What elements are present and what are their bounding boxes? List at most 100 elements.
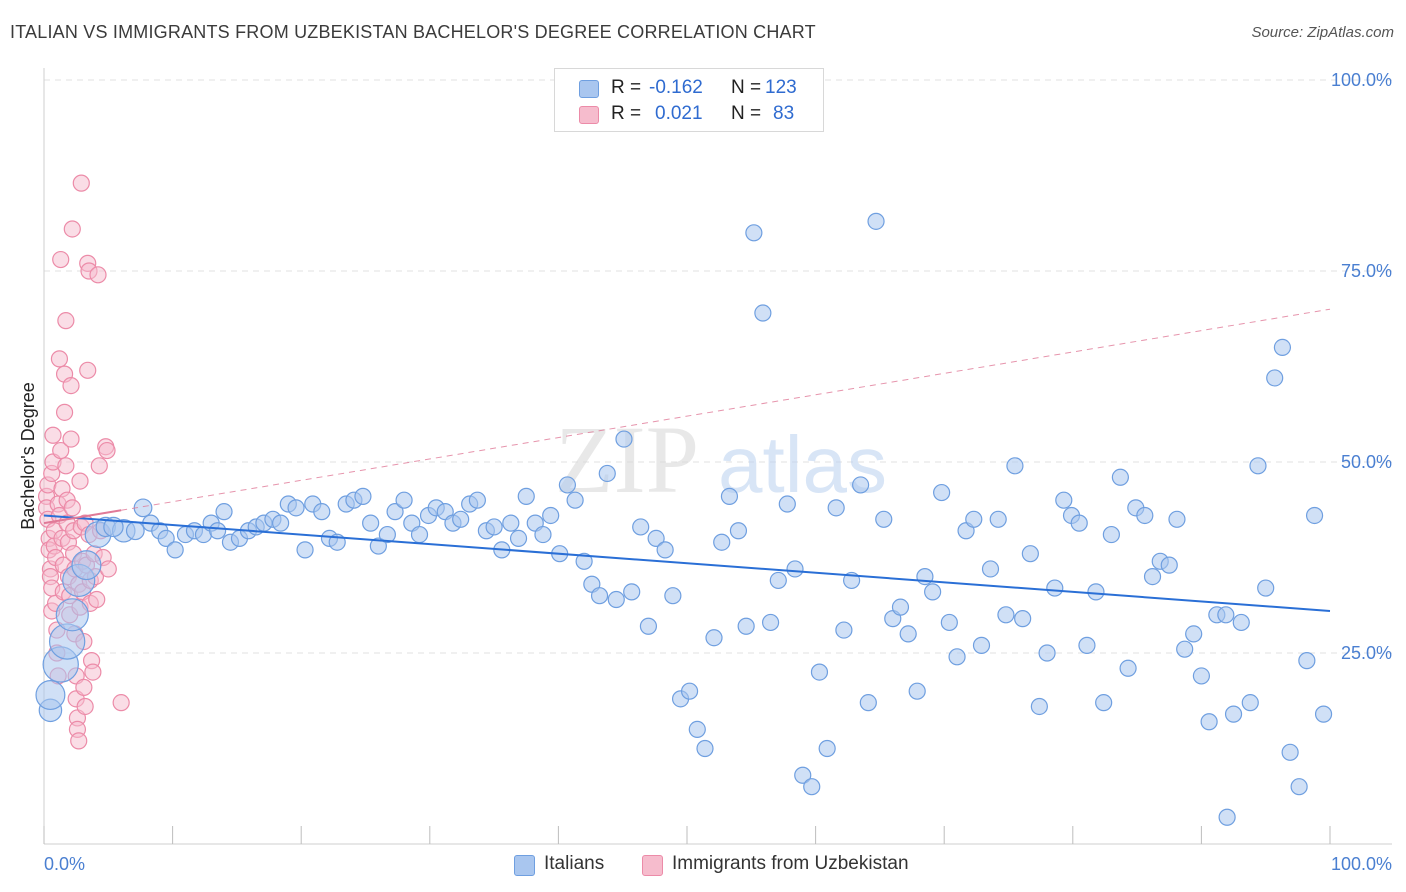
italians-point <box>354 487 372 505</box>
italians-point <box>272 514 290 532</box>
italians-point <box>534 525 552 544</box>
italians-point <box>989 510 1007 528</box>
italians-point <box>1095 694 1113 712</box>
y-tick-labels: 25.0% 50.0% 75.0% 100.0% <box>1331 70 1392 663</box>
italians-point <box>1119 659 1137 677</box>
italians-point <box>509 529 528 548</box>
italians-point <box>933 483 951 502</box>
italians-point <box>1046 579 1064 597</box>
uzbekistan-point <box>62 430 80 448</box>
italians-point <box>810 663 829 681</box>
italians-point <box>940 613 958 632</box>
uzbekistan-trend-line-solid <box>43 509 122 525</box>
italians-point <box>1078 636 1096 654</box>
italians-point <box>680 682 699 700</box>
italians-point <box>590 587 609 605</box>
italians-point <box>1217 606 1235 624</box>
italians-point <box>1298 652 1316 670</box>
chart-title: ITALIAN VS IMMIGRANTS FROM UZBEKISTAN BA… <box>10 22 816 42</box>
y-tick-label: 75.0% <box>1341 261 1392 281</box>
italians-point <box>386 503 404 521</box>
uzbekistan-point <box>62 377 80 395</box>
legend-n-value: 83 <box>773 103 795 124</box>
italians-point <box>1281 743 1299 761</box>
uzbekistan-point <box>55 403 74 421</box>
italians-point <box>1290 778 1308 796</box>
italians-point <box>981 560 1000 578</box>
italians-point <box>1055 491 1073 509</box>
uzbekistan-point <box>84 663 102 681</box>
uzbekistan-point <box>98 441 116 460</box>
italians-point <box>803 778 821 796</box>
uzbekistan-point <box>99 560 117 578</box>
legend-swatch-blue <box>514 855 535 876</box>
italians-point <box>566 491 584 509</box>
italians-point <box>215 503 233 521</box>
uzbekistan-point <box>79 361 97 379</box>
italians-point <box>157 529 175 548</box>
italians-point <box>827 499 845 517</box>
italians-point <box>517 487 535 505</box>
italians-point <box>1038 644 1056 662</box>
y-axis-label: Bachelor's Degree <box>18 382 38 530</box>
italians-point <box>1185 625 1203 643</box>
italians-point <box>720 487 739 505</box>
italians-point <box>1160 556 1178 574</box>
italians-point <box>1273 338 1292 356</box>
uzbekistan-point <box>112 694 130 712</box>
italians-point <box>786 560 804 578</box>
legend-r-label: R = <box>611 103 642 124</box>
italians-point <box>688 720 706 739</box>
italians-point <box>835 621 853 639</box>
italians-point <box>55 598 89 632</box>
italians-point <box>852 476 870 494</box>
italians-point <box>615 430 633 448</box>
italians-point <box>754 304 772 322</box>
italians-points <box>35 212 1333 826</box>
italians-point <box>818 739 836 758</box>
italians-point <box>965 510 983 528</box>
italians-point <box>948 648 966 666</box>
uzbekistan-point <box>90 457 108 475</box>
italians-point <box>647 529 665 548</box>
italians-point <box>103 516 124 538</box>
italians-point <box>1006 457 1024 475</box>
italians-point <box>745 224 763 242</box>
uzbekistan-point <box>71 472 89 490</box>
italians-point <box>1143 567 1162 586</box>
italians-point <box>502 514 520 532</box>
italians-point <box>452 510 470 528</box>
italians-trend-line <box>43 514 1331 612</box>
italians-point <box>1249 457 1267 475</box>
italians-point <box>209 522 227 540</box>
italians-point <box>737 617 755 635</box>
italians-point <box>410 525 429 544</box>
italians-point <box>35 680 66 711</box>
italians-point <box>1070 514 1088 532</box>
uzbekistan-point <box>57 312 75 330</box>
italians-point <box>924 583 942 601</box>
uzbekistan-point <box>63 220 81 238</box>
italians-point <box>1176 640 1194 658</box>
uzbekistan-point <box>52 441 70 460</box>
italians-point <box>891 598 910 616</box>
italians-point <box>705 629 723 647</box>
italians-point <box>1314 705 1333 723</box>
italians-point <box>778 495 796 513</box>
italians-point <box>1192 667 1211 685</box>
italians-point <box>875 510 893 528</box>
italians-point <box>395 491 413 509</box>
italians-point <box>468 491 486 509</box>
italians-point <box>696 739 714 758</box>
legend-r-value: -0.162 <box>649 77 703 98</box>
italians-point <box>972 636 991 654</box>
italians-point <box>313 503 331 521</box>
uzbekistan-point <box>63 499 81 517</box>
italians-point <box>656 541 674 559</box>
legend-swatch-pink <box>579 106 599 124</box>
grid-lines <box>44 79 1392 654</box>
italians-point <box>794 766 812 784</box>
y-tick-label: 100.0% <box>1331 70 1392 90</box>
source-label: Source: ZipAtlas.com <box>1251 24 1394 41</box>
